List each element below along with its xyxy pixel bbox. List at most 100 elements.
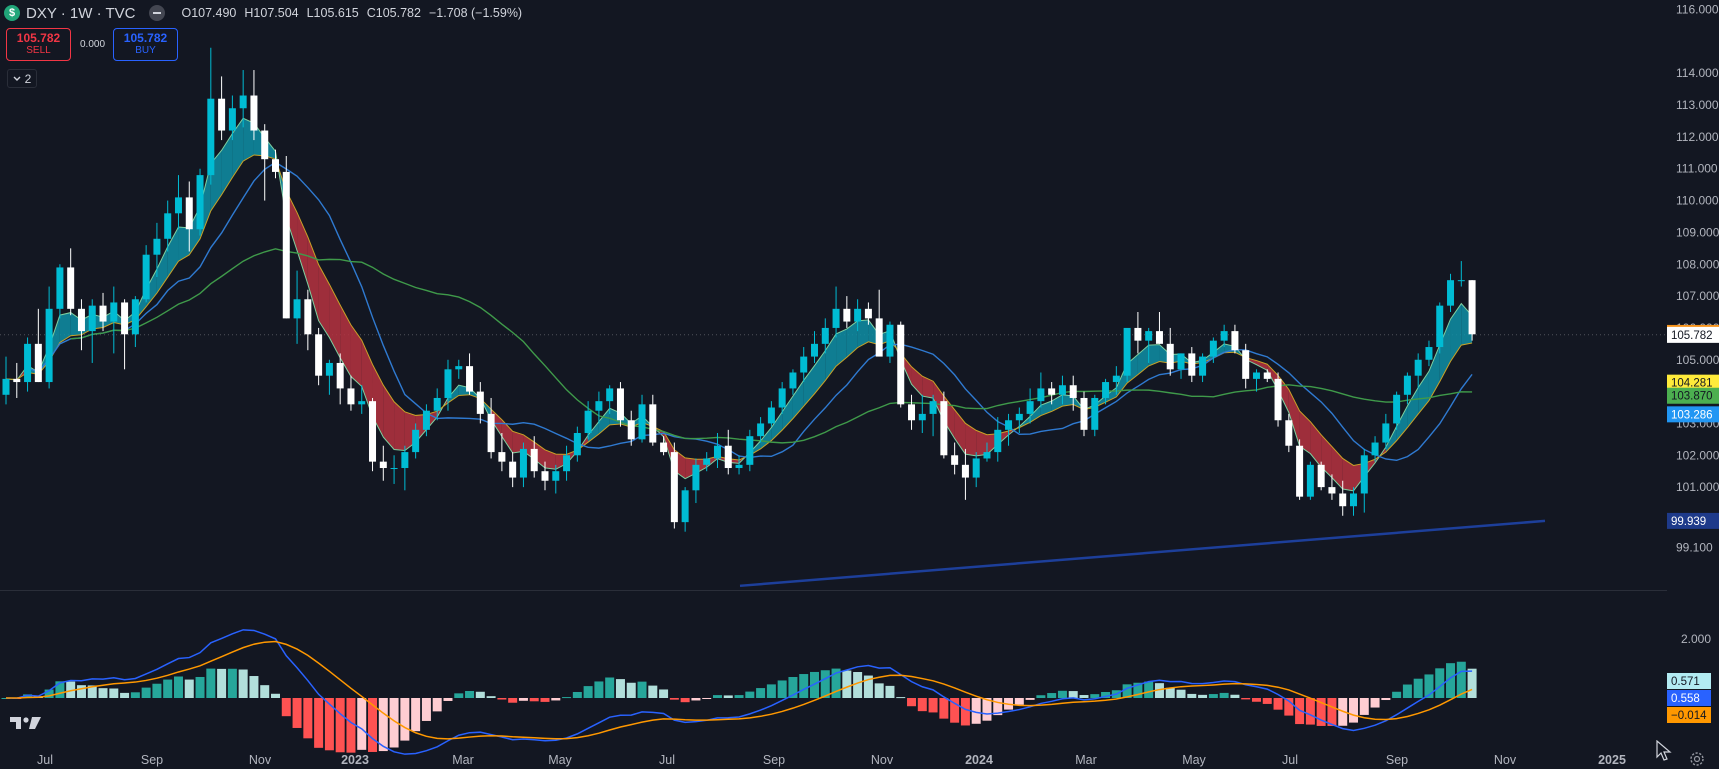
candle-body bbox=[778, 388, 786, 408]
macd-histogram-bar bbox=[324, 698, 334, 751]
sell-button[interactable]: 105.782 SELL bbox=[6, 28, 71, 61]
candle-body bbox=[1102, 382, 1110, 398]
price-label: 104.281 bbox=[1667, 374, 1719, 391]
price-label-text: 103.870 bbox=[1671, 391, 1713, 403]
candle bbox=[498, 432, 506, 472]
candle-body bbox=[509, 461, 517, 478]
cloud-segment bbox=[1428, 345, 1440, 401]
macd-panel bbox=[1, 629, 1477, 755]
macd-histogram-bar bbox=[594, 681, 604, 698]
macd-histogram-bar bbox=[1273, 698, 1283, 710]
macd-histogram-bar bbox=[1456, 661, 1466, 698]
cloud-segment bbox=[318, 264, 330, 338]
macd-histogram-bar bbox=[853, 672, 863, 698]
cloud-segment bbox=[1288, 389, 1300, 447]
candle bbox=[304, 289, 312, 351]
candle bbox=[88, 299, 96, 363]
candle bbox=[1209, 337, 1217, 363]
macd-histogram-bar bbox=[454, 693, 464, 698]
candle bbox=[746, 429, 754, 472]
candle-body bbox=[1414, 359, 1422, 376]
candle bbox=[800, 347, 808, 383]
macd-histogram-bar bbox=[497, 698, 507, 700]
price-label: 103.286 bbox=[1667, 406, 1719, 423]
macd-histogram-bar bbox=[368, 698, 378, 752]
macd-histogram-bar bbox=[260, 685, 270, 698]
candle bbox=[250, 70, 258, 141]
candle bbox=[1005, 413, 1013, 446]
indicators-toggle-button[interactable]: 2 bbox=[7, 69, 37, 88]
candle bbox=[207, 47, 215, 185]
macd-histogram-bar bbox=[465, 691, 475, 698]
macd-label-bg bbox=[1667, 690, 1711, 706]
candle-body bbox=[1112, 375, 1120, 383]
time-tick-label: Mar bbox=[1075, 753, 1097, 767]
candle-body bbox=[735, 464, 743, 469]
macd-histogram-bar bbox=[1370, 698, 1380, 708]
macd-label-bg bbox=[1667, 673, 1711, 689]
macd-histogram-bar bbox=[529, 698, 539, 702]
market-status-icon[interactable] bbox=[149, 5, 166, 21]
candle bbox=[422, 404, 430, 437]
buy-button[interactable]: 105.782 BUY bbox=[113, 28, 178, 61]
candle bbox=[336, 353, 344, 405]
macd-histogram-bar bbox=[1381, 698, 1391, 701]
time-tick-label: 2025 bbox=[1598, 753, 1626, 767]
candle-body bbox=[843, 308, 851, 322]
change-value: −1.708 (−1.59%) bbox=[428, 6, 523, 20]
candle-body bbox=[1091, 397, 1099, 430]
chart-header: $ DXY · 1W · TVC O107.490 H107.504 L105.… bbox=[4, 3, 522, 23]
macd-histogram-bar bbox=[1068, 691, 1078, 698]
candle-body bbox=[390, 468, 398, 470]
candle bbox=[185, 181, 193, 252]
candle bbox=[412, 423, 420, 459]
candle-body bbox=[325, 362, 333, 376]
candle-body bbox=[1371, 442, 1379, 456]
macd-histogram-bar bbox=[421, 698, 431, 721]
macd-histogram-bar bbox=[357, 698, 367, 750]
candle bbox=[487, 397, 495, 459]
candle bbox=[1339, 480, 1347, 516]
macd-histogram-bar bbox=[615, 679, 625, 698]
candle-body bbox=[573, 432, 581, 456]
cloud-segment bbox=[1299, 410, 1311, 454]
macd-histogram-bar bbox=[314, 698, 324, 748]
cloud-segment bbox=[803, 365, 815, 407]
candle bbox=[735, 455, 743, 475]
macd-histogram-bar bbox=[680, 698, 690, 703]
candle bbox=[563, 445, 571, 481]
candle-body bbox=[347, 388, 355, 405]
macd-histogram-bar bbox=[1327, 698, 1337, 726]
candle bbox=[1188, 347, 1196, 383]
gear-icon[interactable] bbox=[1689, 751, 1705, 767]
candle bbox=[757, 417, 765, 443]
macd-histogram-bar bbox=[378, 698, 388, 752]
candle-body bbox=[174, 197, 182, 214]
candle-body bbox=[466, 366, 474, 392]
symbol-title[interactable]: DXY · 1W · TVC bbox=[26, 4, 136, 22]
candle bbox=[1155, 312, 1163, 344]
candle-body bbox=[616, 388, 624, 421]
macd-histogram-bar bbox=[1262, 698, 1272, 704]
candle bbox=[1145, 327, 1153, 363]
cloud-segment bbox=[922, 376, 934, 399]
candle-body bbox=[1188, 353, 1196, 376]
candle-body bbox=[433, 397, 441, 411]
price-tick-label: 99.100 bbox=[1676, 541, 1713, 555]
ema-slow-line bbox=[5, 154, 1473, 467]
macd-histogram-bar bbox=[475, 691, 485, 698]
candle bbox=[1026, 388, 1034, 424]
candlestick-series bbox=[2, 47, 1476, 532]
candle bbox=[929, 394, 937, 437]
candle bbox=[1447, 273, 1455, 313]
candle-body bbox=[185, 197, 193, 230]
tradingview-logo-icon[interactable] bbox=[10, 715, 42, 731]
candle-body bbox=[1328, 487, 1336, 494]
candle bbox=[681, 487, 689, 532]
candle-body bbox=[1177, 353, 1185, 370]
pane-divider[interactable] bbox=[0, 590, 1667, 591]
time-tick-label: Nov bbox=[249, 753, 272, 767]
macd-histogram-bar bbox=[1198, 694, 1208, 698]
candle bbox=[2, 356, 10, 405]
